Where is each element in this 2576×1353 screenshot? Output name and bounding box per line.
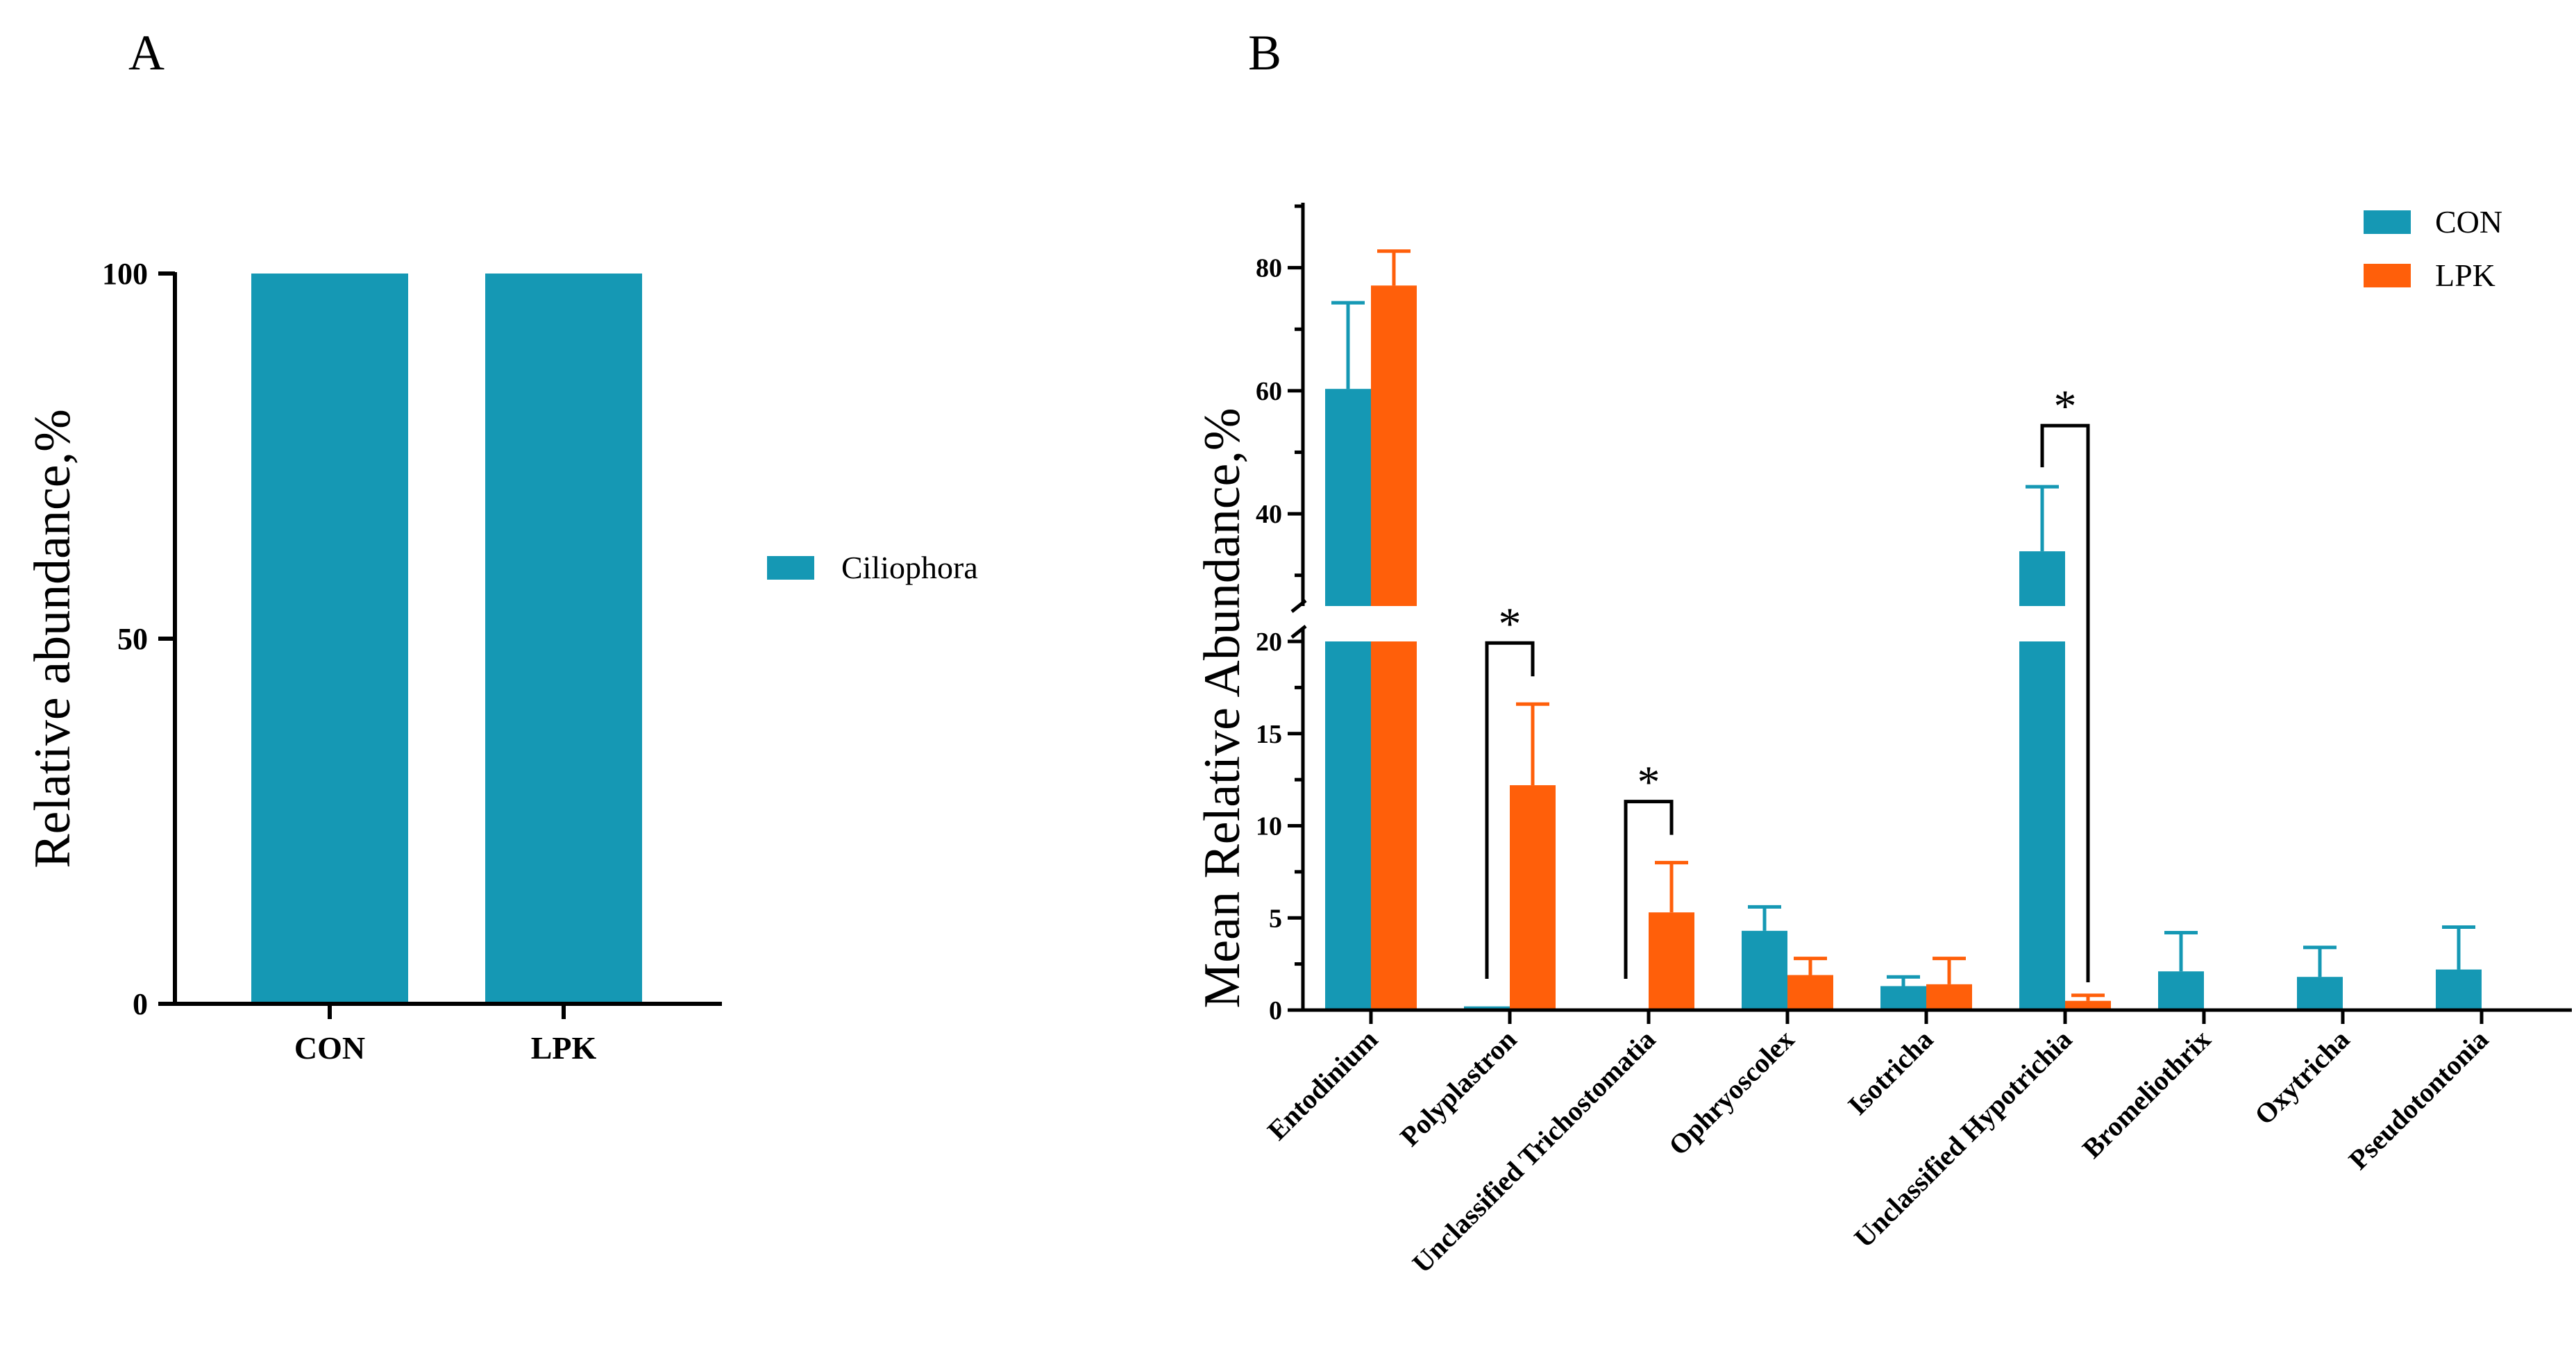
chart-a-legend: Ciliophora	[767, 550, 978, 585]
bar-ophryoscolex-lpk	[1787, 975, 1833, 1010]
significance-unclassified-hypotrichia-bracket	[2040, 423, 2090, 982]
x-tick-label-isotricha: Isotricha	[1842, 1024, 1939, 1121]
bar-unclassified-hypotrichia-con-upper	[2019, 551, 2065, 606]
bar-lpk-ciliophora	[485, 274, 642, 1004]
significance-polyplastron-star: *	[1499, 598, 1522, 649]
bar-bromeliothrix-con	[2158, 971, 2204, 1010]
y-tick-label-0: 0	[1269, 996, 1282, 1025]
x-tick-label-oxytricha: Oxytricha	[2248, 1024, 2355, 1131]
y-tick-label-10: 10	[1256, 812, 1282, 841]
legend-swatch-ciliophora	[767, 556, 814, 580]
chart-b-legend: CON LPK	[2364, 204, 2502, 293]
bar-con-ciliophora	[251, 274, 408, 1004]
y-tick-label-20: 20	[1256, 628, 1282, 657]
y-tick-label-0: 0	[133, 987, 148, 1021]
y-tick-label-80: 80	[1256, 254, 1282, 283]
significance-polyplastron-bracket	[1485, 641, 1535, 979]
x-tick-label-ophryoscolex: Ophryoscolex	[1662, 1024, 1800, 1161]
legend-swatch-lpk	[2364, 264, 2411, 287]
chart-a-bars	[251, 274, 642, 1004]
significance-unclassified-trichostomatia-star: *	[1638, 757, 1660, 808]
bar-ophryoscolex-con	[1742, 930, 1787, 1010]
chart-b-significance: * * *	[1485, 381, 2090, 982]
chart-a-ticks: CON LPK 0 50 100	[102, 257, 596, 1066]
chart-b-error-bars	[1331, 249, 2475, 1001]
bar-entodinium-con-lower	[1325, 641, 1371, 1010]
y-tick-label-5: 5	[1269, 904, 1282, 933]
chart-b-axes	[1290, 203, 2572, 1012]
panel-b-letter: B	[1248, 25, 1281, 81]
x-tick-label-pseudotontonia: Pseudotontonia	[2343, 1024, 2495, 1176]
bar-pseudotontonia-con	[2436, 969, 2482, 1010]
legend-swatch-con	[2364, 210, 2411, 234]
axis-break-mark-lower	[1290, 625, 1307, 639]
x-tick-label-lpk: LPK	[531, 1030, 597, 1066]
legend-label-con: CON	[2435, 204, 2502, 239]
bar-polyplastron-con	[1464, 1006, 1510, 1010]
bar-entodinium-lpk-lower	[1371, 641, 1417, 1010]
y-tick-label-60: 60	[1256, 377, 1282, 406]
significance-unclassified-hypotrichia-star: *	[2054, 381, 2077, 432]
y-tick-label-50: 50	[117, 622, 148, 656]
chart-a-y-axis-title: Relative abundance,%	[24, 409, 81, 868]
x-tick-label-polyplastron: Polyplastron	[1394, 1024, 1522, 1152]
bar-isotricha-lpk	[1926, 984, 1972, 1010]
axis-break-mark-upper	[1290, 599, 1307, 613]
x-tick-label-entodinium: Entodinium	[1261, 1024, 1383, 1146]
bar-polyplastron-lpk	[1510, 785, 1556, 1010]
y-tick-label-15: 15	[1256, 720, 1282, 749]
bar-entodinium-con-upper	[1325, 389, 1371, 606]
bar-unclassified-trichostomatia-lpk	[1649, 912, 1694, 1010]
y-tick-label-100: 100	[102, 257, 148, 291]
bar-entodinium-lpk-upper	[1371, 285, 1417, 606]
bar-unclassified-hypotrichia-lpk	[2065, 1000, 2111, 1010]
y-tick-label-40: 40	[1256, 500, 1282, 529]
bar-oxytricha-con	[2297, 977, 2343, 1010]
chart-a: CON LPK 0 50 100 Relative abundance,% Ciliop…	[24, 257, 978, 1066]
chart-b-y-axis-title: Mean Relative Abundance,%	[1194, 407, 1251, 1008]
x-tick-label-bromeliothrix: Bromeliothrix	[2076, 1024, 2217, 1165]
bar-unclassified-hypotrichia-con-lower	[2019, 641, 2065, 1010]
legend-label-lpk: LPK	[2435, 258, 2495, 293]
legend-label-ciliophora: Ciliophora	[841, 550, 978, 585]
significance-unclassified-trichostomatia-bracket	[1624, 800, 1674, 979]
chart-b-bars	[1325, 285, 2482, 1010]
x-tick-label-con: CON	[294, 1030, 365, 1066]
x-tick-label-unclassified-trichostomatia: Unclassified Trichostomatia	[1406, 1024, 1662, 1279]
bar-isotricha-con	[1880, 986, 1926, 1010]
panel-a-letter: A	[128, 25, 165, 81]
